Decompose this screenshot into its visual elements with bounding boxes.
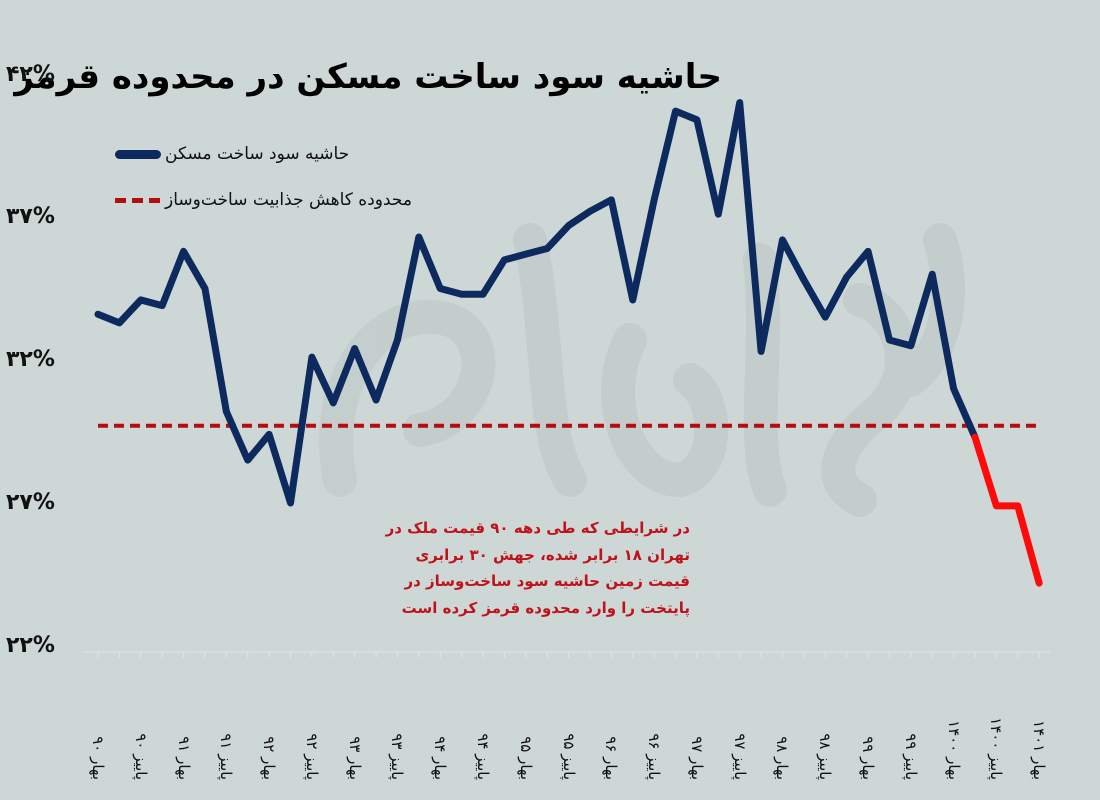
chart-title: حاشیه سود ساخت مسکن در محدوده قرمز (14, 57, 722, 97)
x-tick-label: بهار ۹۵ (516, 736, 535, 780)
x-tick-label: بهار ۹۹ (859, 736, 878, 780)
series-line-red (971, 433, 1043, 587)
x-tick-label: بهار ۱۴۰۱ (1030, 720, 1049, 780)
x-tick-label: پاییز ۹۹ (901, 733, 920, 780)
x-tick-label: پاییز ۹۸ (816, 733, 835, 780)
x-axis-ticks (97, 652, 1040, 658)
series-line-blue (94, 99, 979, 507)
x-tick-label: بهار ۱۴۰۰ (944, 720, 963, 780)
legend-item-series: حاشیه سود ساخت مسکن (115, 141, 349, 167)
x-tick-label: پاییز ۹۱ (217, 733, 236, 780)
y-tick-32: ۳۲% (6, 347, 55, 372)
x-tick-label: پاییز ۹۷ (730, 733, 749, 780)
annotation-line: قیمت زمین حاشیه سود ساخت‌وساز در (404, 572, 690, 590)
x-tick-label: بهار ۹۶ (602, 736, 621, 780)
x-tick-label: بهار ۹۲ (260, 736, 279, 780)
x-tick-label: بهار ۹۳ (345, 736, 364, 780)
x-tick-label: پاییز ۹۶ (645, 733, 664, 780)
x-tick-label: بهار ۹۰ (89, 736, 107, 780)
x-tick-label: پاییز ۹۲ (302, 733, 321, 780)
x-tick-label: پاییز ۹۰ (131, 733, 150, 780)
legend-solid-line-icon (115, 149, 161, 159)
x-tick-label: بهار ۹۸ (773, 736, 792, 780)
annotation-line: تهران ۱۸ برابر شده، جهش ۳۰ برابری (415, 545, 690, 564)
y-tick-42: ۴۲% (6, 62, 55, 87)
chart-annotation: در شرایطی که طی دهه ۹۰ قیمت ملک در تهران… (385, 515, 690, 621)
x-axis-labels: بهار ۹۰ پاییز ۹۰ بهار ۹۱ پاییز ۹۱ بهار ۹۲ پای… (0, 660, 1100, 800)
annotation-line: پایتخت را وارد محدوده قرمز کرده است (401, 598, 690, 617)
x-tick-label: پاییز ۹۳ (388, 733, 407, 780)
legend-dashed-line-icon (115, 197, 161, 203)
x-tick-label: پاییز ۹۵ (559, 733, 578, 780)
legend-item-threshold: محدوده کاهش جذابیت ساخت‌وساز (115, 187, 412, 213)
x-tick-label: بهار ۹۴ (431, 736, 450, 780)
legend-label-threshold: محدوده کاهش جذابیت ساخت‌وساز (165, 190, 412, 210)
x-tick-label: بهار ۹۷ (687, 736, 706, 780)
x-tick-label: پاییز ۱۴۰۰ (987, 717, 1006, 780)
x-tick-label: بهار ۹۱ (174, 736, 193, 780)
x-tick-label: پاییز ۹۴ (474, 733, 493, 780)
y-tick-27: ۲۷% (6, 490, 55, 515)
y-tick-37: ۳۷% (6, 204, 55, 229)
annotation-line: در شرایطی که طی دهه ۹۰ قیمت ملک در (385, 519, 690, 537)
y-tick-22: ۲۲% (6, 633, 55, 658)
legend-label-series: حاشیه سود ساخت مسکن (165, 144, 350, 164)
